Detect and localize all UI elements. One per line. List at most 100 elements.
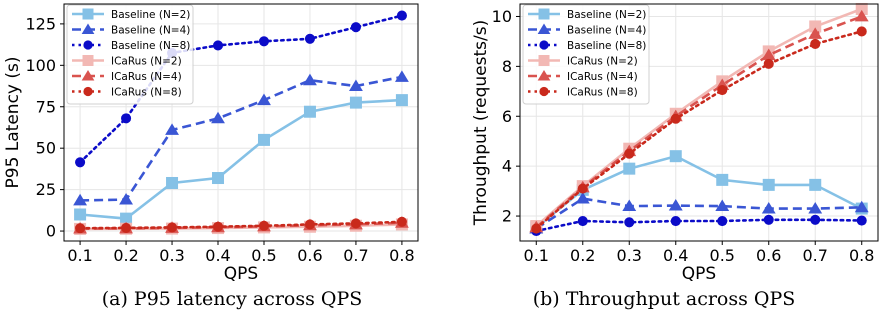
data-point <box>165 123 179 135</box>
data-point <box>73 193 88 206</box>
data-point <box>856 215 867 226</box>
data-point <box>623 162 636 175</box>
data-point <box>304 33 316 44</box>
x-tick-label: 0.1 <box>524 246 549 265</box>
data-point <box>211 111 225 124</box>
series-line <box>79 98 402 220</box>
x-tick-label: 0.7 <box>803 246 828 265</box>
series-line <box>534 218 864 233</box>
x-tick-label: 0.6 <box>297 246 322 265</box>
data-point <box>854 9 869 22</box>
legend-label: Baseline (N=2) <box>111 9 190 21</box>
legend: Baseline (N=2) Baseline (N=4) Baseline (N=… <box>66 4 194 105</box>
x-tick-label: 0.3 <box>159 246 184 265</box>
data-point <box>762 178 775 191</box>
data-point <box>622 199 637 212</box>
series-line <box>534 30 864 230</box>
legend-label: ICaRus (N=8) <box>111 87 182 99</box>
data-point <box>761 48 776 61</box>
data-point <box>670 216 681 227</box>
legend-item: ICaRus (N=4) <box>528 69 638 83</box>
y-tick-label: 2 <box>502 207 512 226</box>
data-point <box>350 218 361 229</box>
data-point <box>212 172 225 185</box>
data-point <box>121 222 132 233</box>
data-point <box>808 201 823 214</box>
y-tick-label: 25 <box>36 180 56 199</box>
series-baseline-n-8 <box>531 214 867 237</box>
x-tick-label: 0.6 <box>756 246 781 265</box>
legend-box <box>66 4 194 105</box>
legend-item: ICaRus (N=8) <box>72 87 182 99</box>
x-tick-label: 0.5 <box>710 246 735 265</box>
data-point <box>349 96 362 109</box>
legend-marker <box>82 55 94 66</box>
legend-marker <box>539 40 549 50</box>
data-point <box>808 27 823 39</box>
legend-item: Baseline (N=4) <box>72 23 190 37</box>
data-point <box>669 150 682 163</box>
legend-label: Baseline (N=4) <box>111 25 190 37</box>
data-point <box>810 214 821 225</box>
data-point <box>212 221 224 232</box>
legend-label: Baseline (N=2) <box>567 9 646 21</box>
legend-item: ICaRus (N=2) <box>528 55 638 68</box>
legend-label: Baseline (N=8) <box>111 40 190 52</box>
series-icarus-n-8 <box>75 216 407 234</box>
legend-box <box>522 4 650 105</box>
data-point <box>119 192 133 205</box>
y-tick-label: 6 <box>502 107 512 126</box>
plot-frame <box>519 3 879 242</box>
y-tick-label: 100 <box>25 56 56 75</box>
data-point <box>75 223 86 234</box>
data-point <box>395 94 408 107</box>
figure-caption: (a) P95 latency across QPS <box>102 288 363 310</box>
data-point <box>716 173 729 186</box>
legend-marker <box>538 55 550 66</box>
chart-latency: 0.1 0.2 0.3 0.4 0.5 0.6 0.7 0.8 0 25 50 75 100 125 QPS… <box>3 3 419 310</box>
legend-marker <box>82 8 94 20</box>
data-point <box>75 157 86 168</box>
legend-item: Baseline (N=4) <box>528 23 646 37</box>
series-baseline-n-2 <box>74 94 408 225</box>
data-point <box>212 40 224 51</box>
legend-label: ICaRus (N=8) <box>567 87 638 99</box>
x-tick-label: 0.2 <box>570 246 595 265</box>
data-point <box>349 79 363 91</box>
data-point <box>715 199 730 212</box>
x-tick-label: 0.1 <box>67 246 92 265</box>
data-point <box>303 73 317 86</box>
x-axis-label: QPS <box>224 264 258 284</box>
data-point <box>257 93 271 106</box>
legend-marker <box>537 69 551 81</box>
chart-throughput: 0.1 0.2 0.3 0.4 0.5 0.6 0.7 0.8 2 4 6 8 10 QPS Through… <box>471 2 879 310</box>
x-axis-label: QPS <box>682 264 716 284</box>
legend-item: ICaRus (N=8) <box>528 87 638 99</box>
data-point <box>394 70 409 82</box>
data-point <box>166 176 179 189</box>
x-tick-label: 0.4 <box>205 246 230 265</box>
legend: Baseline (N=2) Baseline (N=4) Baseline (N=… <box>522 4 650 105</box>
legend-marker <box>83 40 93 50</box>
data-point <box>717 216 728 227</box>
legend-label: ICaRus (N=4) <box>567 71 638 83</box>
data-point <box>577 183 588 194</box>
data-point <box>257 133 270 146</box>
data-point <box>763 58 774 69</box>
legend-marker <box>81 23 95 35</box>
legend-marker <box>537 23 551 35</box>
data-point <box>304 219 316 230</box>
plot-frame <box>63 3 419 242</box>
y-tick-label: 0 <box>46 222 56 241</box>
y-tick-label: 75 <box>36 97 56 116</box>
legend-item: ICaRus (N=2) <box>72 55 182 68</box>
y-tick-label: 10 <box>492 7 512 26</box>
y-tick-label: 8 <box>502 57 512 76</box>
data-point <box>350 22 361 33</box>
x-tick-label: 0.5 <box>251 246 276 265</box>
series-line <box>80 75 403 202</box>
legend-label: Baseline (N=4) <box>567 25 646 37</box>
legend-item: ICaRus (N=4) <box>72 69 182 83</box>
legend-label: Baseline (N=8) <box>567 40 646 52</box>
